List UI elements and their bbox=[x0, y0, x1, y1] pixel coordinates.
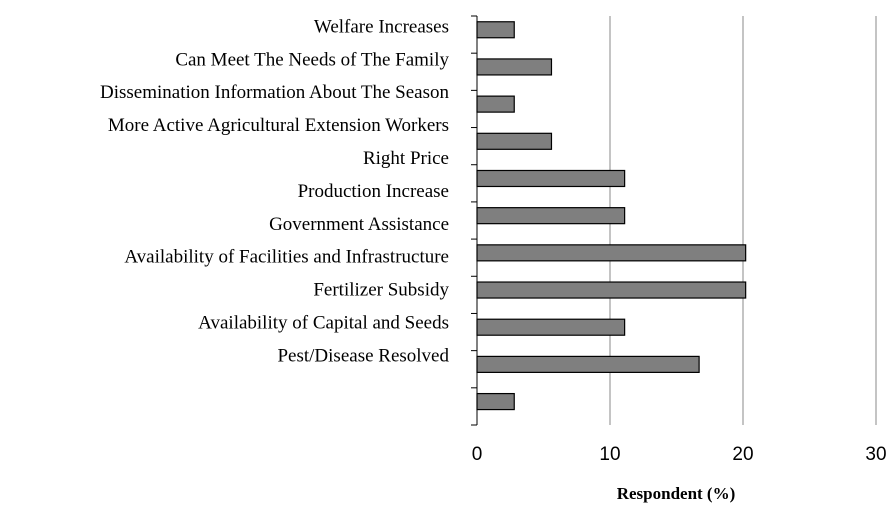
y-tick-label: Government Assistance bbox=[269, 214, 449, 235]
bar bbox=[476, 318, 626, 336]
y-tick-label: Dissemination Information About The Seas… bbox=[100, 82, 449, 103]
y-tick-label: Pest/Disease Resolved bbox=[277, 345, 449, 366]
bar bbox=[476, 244, 747, 262]
y-tick-label: Availability of Capital and Seeds bbox=[198, 312, 449, 333]
y-tick-label: Fertilizer Subsidy bbox=[313, 280, 449, 301]
y-tick-label: Availability of Facilities and Infrastru… bbox=[124, 247, 449, 268]
y-tick-label: Can Meet The Needs of The Family bbox=[175, 49, 449, 70]
bar bbox=[476, 207, 626, 225]
y-tick-label: More Active Agricultural Extension Worke… bbox=[108, 115, 449, 136]
x-tick-label: 30 bbox=[865, 444, 886, 465]
bar bbox=[476, 58, 553, 76]
bar bbox=[476, 281, 747, 299]
y-tick-label: Welfare Increases bbox=[314, 16, 449, 37]
bar bbox=[476, 169, 626, 188]
bar bbox=[476, 95, 515, 113]
bar bbox=[476, 392, 515, 411]
x-axis-label: Respondent (%) bbox=[617, 484, 736, 503]
bar bbox=[476, 355, 700, 373]
bar bbox=[476, 21, 515, 39]
x-tick-label: 20 bbox=[732, 444, 753, 465]
bar bbox=[476, 132, 553, 150]
y-tick-label: Production Increase bbox=[298, 181, 449, 202]
x-tick-label: 10 bbox=[599, 444, 620, 465]
y-tick-label: Right Price bbox=[363, 148, 449, 169]
x-tick-label: 0 bbox=[472, 444, 483, 465]
